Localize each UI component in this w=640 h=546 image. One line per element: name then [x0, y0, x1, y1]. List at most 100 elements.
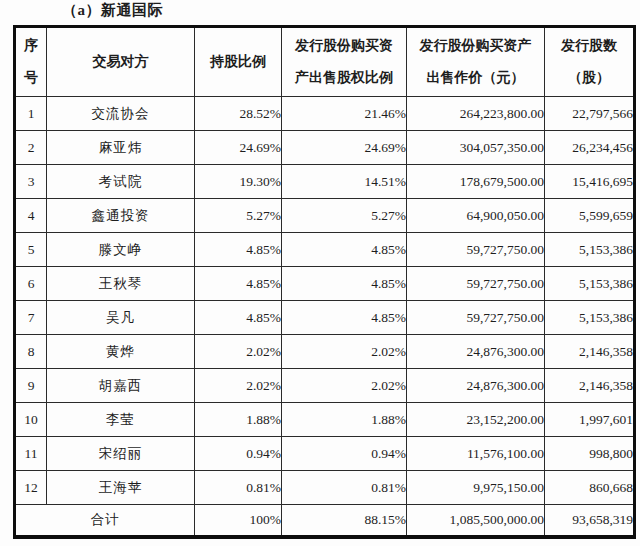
cell-total-holding-ratio: 100% — [195, 505, 282, 538]
cell-sale-equity-ratio: 0.81% — [282, 471, 407, 505]
cell-counterparty: 李莹 — [47, 403, 195, 437]
cell-holding-ratio: 2.02% — [195, 369, 282, 403]
cell-sale-price: 9,975,150.00 — [407, 471, 545, 505]
cell-counterparty: 吴凡 — [47, 301, 195, 335]
cell-sale-price: 304,057,350.00 — [407, 131, 545, 165]
cell-sale-price: 59,727,750.00 — [407, 267, 545, 301]
cell-counterparty: 鑫通投资 — [47, 199, 195, 233]
cell-counterparty: 王海苹 — [47, 471, 195, 505]
cell-sale-price: 11,576,100.00 — [407, 437, 545, 471]
table-row: 5 滕文峥 4.85% 4.85% 59,727,750.00 5,153,38… — [15, 233, 635, 267]
cell-shares-issued: 5,153,386 — [545, 233, 635, 267]
table-row: 7 吴凡 4.85% 4.85% 59,727,750.00 5,153,386 — [15, 301, 635, 335]
cell-sale-equity-ratio: 2.02% — [282, 335, 407, 369]
cell-sale-price: 264,223,800.00 — [407, 97, 545, 131]
table-row: 6 王秋琴 4.85% 4.85% 59,727,750.00 5,153,38… — [15, 267, 635, 301]
cell-holding-ratio: 4.85% — [195, 233, 282, 267]
document-page: （a）新通国际 序 号 交易对方 持股比例 发行股份购买资 产出售股权比例 发行… — [0, 0, 640, 546]
cell-counterparty: 黄烨 — [47, 335, 195, 369]
cell-no: 12 — [15, 471, 47, 505]
cell-sale-equity-ratio: 4.85% — [282, 301, 407, 335]
cell-shares-issued: 5,599,659 — [545, 199, 635, 233]
cell-no: 5 — [15, 233, 47, 267]
share-purchase-table: 序 号 交易对方 持股比例 发行股份购买资 产出售股权比例 发行股份购买资产 出… — [13, 25, 636, 539]
cell-holding-ratio: 28.52% — [195, 97, 282, 131]
cell-shares-issued: 1,997,601 — [545, 403, 635, 437]
cell-counterparty: 麻亚炜 — [47, 131, 195, 165]
cell-shares-issued: 860,668 — [545, 471, 635, 505]
cell-no: 1 — [15, 97, 47, 131]
cell-sale-price: 24,876,300.00 — [407, 369, 545, 403]
table-row: 8 黄烨 2.02% 2.02% 24,876,300.00 2,146,358 — [15, 335, 635, 369]
cell-sale-equity-ratio: 21.46% — [282, 97, 407, 131]
table-row: 12 王海苹 0.81% 0.81% 9,975,150.00 860,668 — [15, 471, 635, 505]
cell-sale-equity-ratio: 5.27% — [282, 199, 407, 233]
cell-holding-ratio: 0.81% — [195, 471, 282, 505]
cell-holding-ratio: 2.02% — [195, 335, 282, 369]
cell-sale-price: 24,876,300.00 — [407, 335, 545, 369]
cell-counterparty: 考试院 — [47, 165, 195, 199]
col-header-holding-ratio: 持股比例 — [195, 27, 282, 97]
cell-total-sale-equity-ratio: 88.15% — [282, 505, 407, 538]
cell-sale-price: 59,727,750.00 — [407, 301, 545, 335]
cell-counterparty: 交流协会 — [47, 97, 195, 131]
cell-sale-equity-ratio: 0.94% — [282, 437, 407, 471]
cell-sale-equity-ratio: 4.85% — [282, 267, 407, 301]
cell-holding-ratio: 19.30% — [195, 165, 282, 199]
cell-no: 10 — [15, 403, 47, 437]
col-header-sale-price: 发行股份购买资产 出售作价（元） — [407, 27, 545, 97]
cell-shares-issued: 998,800 — [545, 437, 635, 471]
cell-sale-price: 59,727,750.00 — [407, 233, 545, 267]
table-row: 9 胡嘉西 2.02% 2.02% 24,876,300.00 2,146,35… — [15, 369, 635, 403]
cell-sale-equity-ratio: 2.02% — [282, 369, 407, 403]
table-row: 1 交流协会 28.52% 21.46% 264,223,800.00 22,7… — [15, 97, 635, 131]
cell-shares-issued: 5,153,386 — [545, 301, 635, 335]
cell-total-label: 合计 — [15, 505, 195, 538]
cell-sale-price: 23,152,200.00 — [407, 403, 545, 437]
cell-no: 6 — [15, 267, 47, 301]
cell-shares-issued: 26,234,456 — [545, 131, 635, 165]
cell-shares-issued: 2,146,358 — [545, 369, 635, 403]
cell-shares-issued: 22,797,566 — [545, 97, 635, 131]
cell-sale-equity-ratio: 1.88% — [282, 403, 407, 437]
cell-holding-ratio: 24.69% — [195, 131, 282, 165]
cell-sale-equity-ratio: 24.69% — [282, 131, 407, 165]
cell-holding-ratio: 0.94% — [195, 437, 282, 471]
col-header-shares-issued: 发行股数 （股） — [545, 27, 635, 97]
cell-counterparty: 宋绍丽 — [47, 437, 195, 471]
cell-total-sale-price: 1,085,500,000.00 — [407, 505, 545, 538]
cell-counterparty: 滕文峥 — [47, 233, 195, 267]
cell-shares-issued: 15,416,695 — [545, 165, 635, 199]
cell-no: 11 — [15, 437, 47, 471]
table-row: 2 麻亚炜 24.69% 24.69% 304,057,350.00 26,23… — [15, 131, 635, 165]
cell-no: 2 — [15, 131, 47, 165]
total-row: 合计 100% 88.15% 1,085,500,000.00 93,658,3… — [15, 505, 635, 538]
table-row: 3 考试院 19.30% 14.51% 178,679,500.00 15,41… — [15, 165, 635, 199]
cell-holding-ratio: 4.85% — [195, 267, 282, 301]
section-title: （a）新通国际 — [62, 1, 163, 20]
table-row: 11 宋绍丽 0.94% 0.94% 11,576,100.00 998,800 — [15, 437, 635, 471]
col-header-counterparty: 交易对方 — [47, 27, 195, 97]
cell-sale-equity-ratio: 4.85% — [282, 233, 407, 267]
cell-no: 7 — [15, 301, 47, 335]
cell-shares-issued: 5,153,386 — [545, 267, 635, 301]
cell-holding-ratio: 5.27% — [195, 199, 282, 233]
cell-sale-equity-ratio: 14.51% — [282, 165, 407, 199]
table-row: 4 鑫通投资 5.27% 5.27% 64,900,050.00 5,599,6… — [15, 199, 635, 233]
col-header-no: 序 号 — [15, 27, 47, 97]
cell-holding-ratio: 1.88% — [195, 403, 282, 437]
cell-no: 3 — [15, 165, 47, 199]
header-row: 序 号 交易对方 持股比例 发行股份购买资 产出售股权比例 发行股份购买资产 出… — [15, 27, 635, 97]
cell-counterparty: 王秋琴 — [47, 267, 195, 301]
table-row: 10 李莹 1.88% 1.88% 23,152,200.00 1,997,60… — [15, 403, 635, 437]
cell-holding-ratio: 4.85% — [195, 301, 282, 335]
cell-sale-price: 64,900,050.00 — [407, 199, 545, 233]
cell-no: 9 — [15, 369, 47, 403]
cell-shares-issued: 2,146,358 — [545, 335, 635, 369]
col-header-sale-equity-ratio: 发行股份购买资 产出售股权比例 — [282, 27, 407, 97]
cell-no: 4 — [15, 199, 47, 233]
cell-total-shares-issued: 93,658,319 — [545, 505, 635, 538]
cell-no: 8 — [15, 335, 47, 369]
cell-counterparty: 胡嘉西 — [47, 369, 195, 403]
cell-sale-price: 178,679,500.00 — [407, 165, 545, 199]
